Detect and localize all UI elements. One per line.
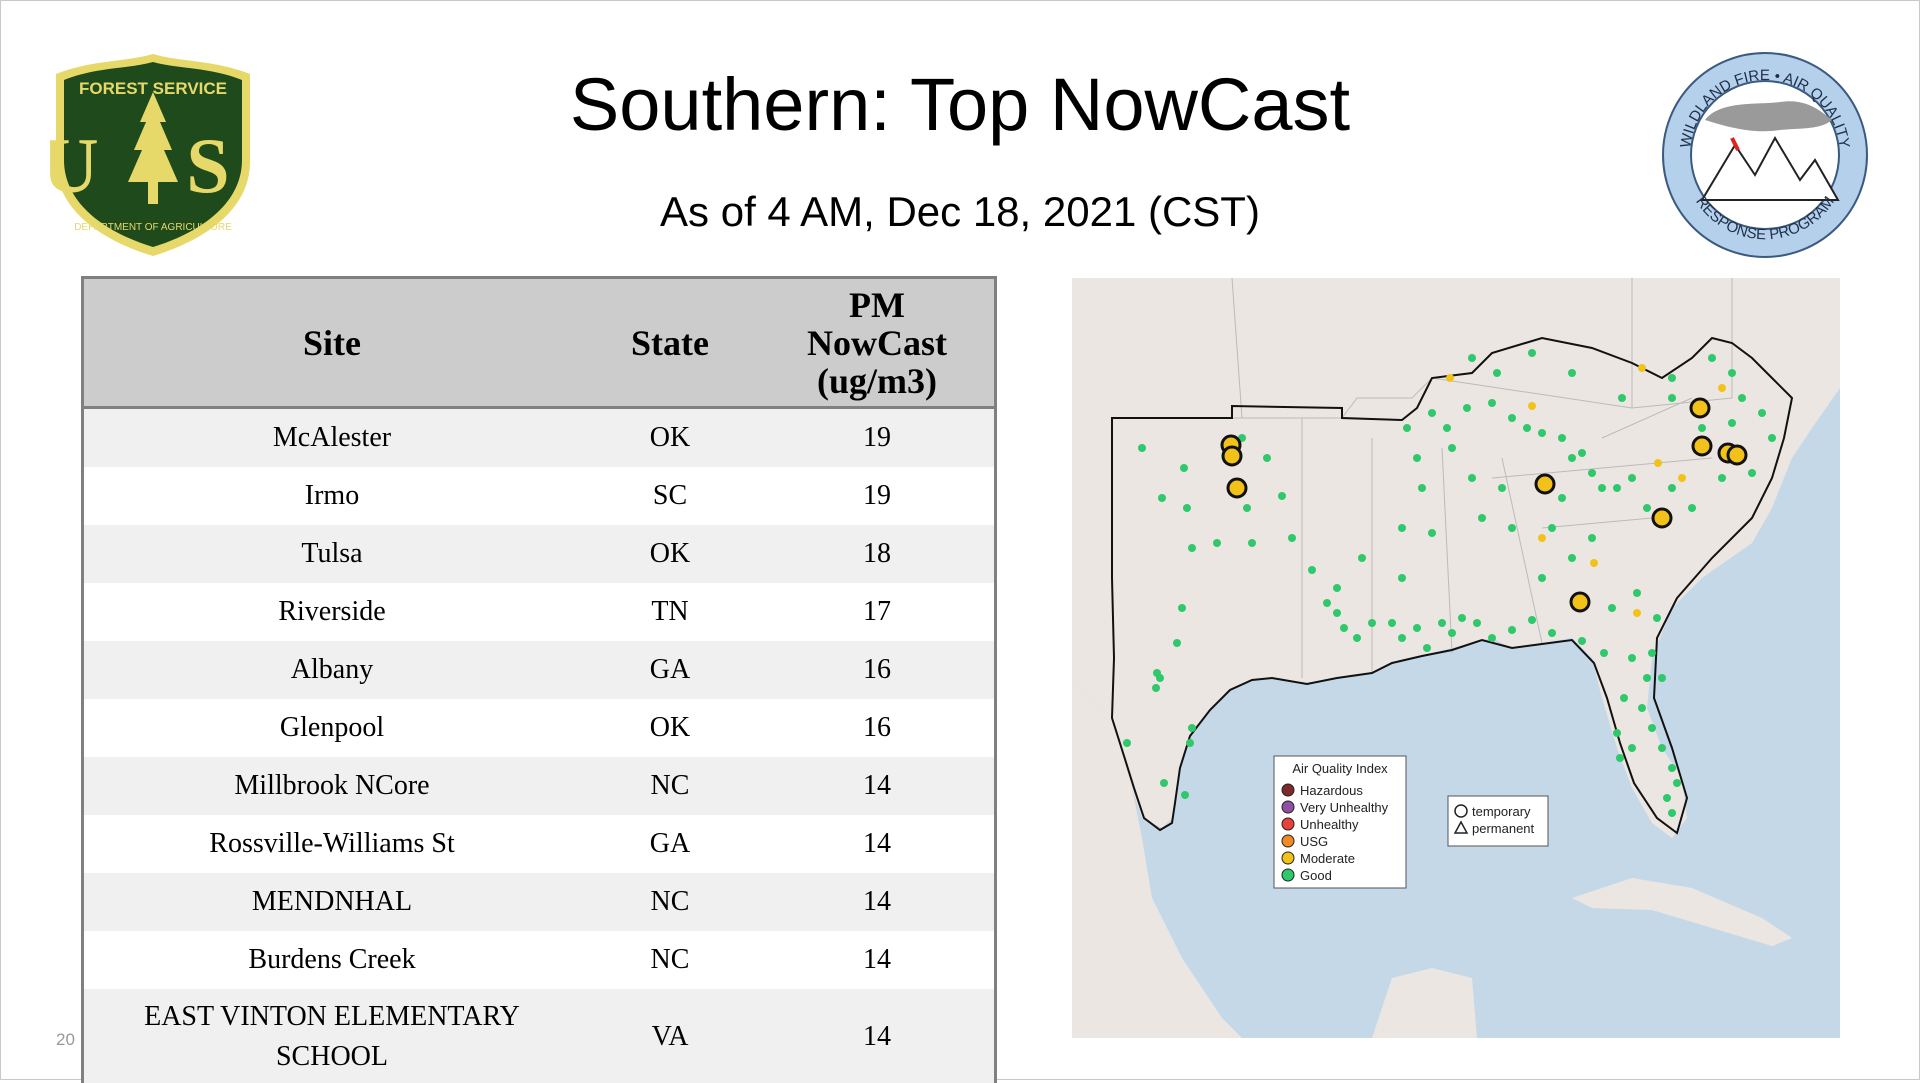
header-state: State	[580, 279, 760, 409]
table-row: Riverside TN 17	[84, 583, 994, 641]
wildland-fire-logo: WILDLAND FIRE • AIR QUALITY RESPONSE PRO…	[1662, 52, 1868, 258]
table-row: McAlester OK 19	[84, 407, 994, 467]
table-row: Albany GA 16	[84, 641, 994, 699]
cell-site: Glenpool	[84, 699, 580, 757]
table-row: Glenpool OK 16	[84, 699, 994, 757]
logo-left-letters: U S	[50, 122, 256, 209]
legend-moderate: Moderate	[1300, 851, 1355, 866]
table-row: MENDNHAL NC 14	[84, 873, 994, 931]
cell-state: OK	[580, 699, 760, 757]
cell-state: TN	[580, 583, 760, 641]
nowcast-table-container: Site State PM NowCast (ug/m3) McAlester …	[81, 276, 997, 1083]
cell-state: NC	[580, 757, 760, 815]
cell-state: GA	[580, 641, 760, 699]
slide-number: 20	[56, 1030, 75, 1049]
cell-site: Albany	[84, 641, 580, 699]
cell-state: NC	[580, 873, 760, 931]
cell-pm: 14	[760, 873, 994, 931]
cell-pm: 18	[760, 525, 994, 583]
cell-site: Rossville-Williams St	[84, 815, 580, 873]
logo-left-top-text: FOREST SERVICE	[79, 79, 227, 98]
cell-pm: 14	[760, 989, 994, 1083]
legend-permanent: permanent	[1472, 821, 1535, 836]
triangle-shape-icon	[1453, 820, 1469, 834]
map-land-yucatan	[1372, 968, 1477, 1038]
cell-site: Tulsa	[84, 525, 580, 583]
cell-site: Millbrook NCore	[84, 757, 580, 815]
legend-very-unhealthy: Very Unhealthy	[1300, 800, 1389, 815]
table-row: Burdens Creek NC 14	[84, 931, 994, 989]
legend-hazardous: Hazardous	[1300, 783, 1363, 798]
map-moderate-sites	[1446, 364, 1726, 617]
cell-state: SC	[580, 467, 760, 525]
cell-site: McAlester	[84, 407, 580, 467]
cell-site-line1: EAST VINTON ELEMENTARY	[144, 1000, 520, 1032]
logo-left-bottom-text: DEPARTMENT OF AGRICULTURE	[74, 222, 232, 233]
header-pm-line1: PM	[849, 284, 905, 325]
cell-pm: 14	[760, 931, 994, 989]
table-row: EAST VINTON ELEMENTARY SCHOOL VA 14	[84, 989, 994, 1083]
legend-usg: USG	[1300, 834, 1328, 849]
table-row: Rossville-Williams St GA 14	[84, 815, 994, 873]
table-header-row: Site State PM NowCast (ug/m3)	[84, 279, 994, 409]
shape-legend: temporary permanent	[1447, 795, 1549, 847]
cell-site: Irmo	[84, 467, 580, 525]
header-pm-nowcast: PM NowCast (ug/m3)	[760, 279, 994, 409]
cell-state: GA	[580, 815, 760, 873]
map-state-lines	[1112, 278, 1733, 678]
header-pm-line3: (ug/m3)	[817, 360, 937, 401]
page-subtitle: As of 4 AM, Dec 18, 2021 (CST)	[660, 188, 1260, 235]
cell-pm: 17	[760, 583, 994, 641]
cell-pm: 16	[760, 699, 994, 757]
map-land-mexico	[1072, 678, 1242, 1038]
cell-site: EAST VINTON ELEMENTARY SCHOOL	[84, 989, 580, 1083]
table-row: Irmo SC 19	[84, 467, 994, 525]
cell-site: MENDNHAL	[84, 873, 580, 931]
map-land-cuba	[1572, 878, 1792, 946]
cell-state: VA	[580, 989, 760, 1083]
legend-temporary: temporary	[1472, 804, 1531, 819]
cell-site-line2: SCHOOL	[275, 1040, 388, 1072]
cell-pm: 14	[760, 815, 994, 873]
legend-unhealthy: Unhealthy	[1300, 817, 1359, 832]
cell-pm: 14	[760, 757, 994, 815]
legend-good: Good	[1300, 868, 1332, 883]
table-row: Millbrook NCore NC 14	[84, 757, 994, 815]
legend-title: Air Quality Index	[1292, 761, 1388, 776]
header-pm-line2: NowCast	[807, 322, 947, 363]
header-site: Site	[84, 279, 580, 409]
map-top-sites	[1220, 397, 1748, 613]
aqi-map: Air Quality Index Hazardous Very Unhealt…	[1072, 278, 1840, 1038]
map-good-sites	[1123, 349, 1776, 817]
table-row: Tulsa OK 18	[84, 525, 994, 583]
cell-pm: 16	[760, 641, 994, 699]
cell-state: NC	[580, 931, 760, 989]
forest-service-logo: U S FOREST SERVICE DEPARTMENT OF AGRICUL…	[50, 54, 256, 256]
cell-state: OK	[580, 525, 760, 583]
aqi-legend: Air Quality Index Hazardous Very Unhealt…	[1273, 755, 1407, 889]
circle-shape-icon	[1454, 804, 1468, 818]
nowcast-table: Site State PM NowCast (ug/m3) McAlester …	[84, 279, 994, 1083]
cell-pm: 19	[760, 407, 994, 467]
cell-state: OK	[580, 407, 760, 467]
page-title: Southern: Top NowCast	[569, 63, 1351, 146]
cell-site: Burdens Creek	[84, 931, 580, 989]
cell-site: Riverside	[84, 583, 580, 641]
map-region-boundary	[1110, 336, 1794, 835]
cell-pm: 19	[760, 467, 994, 525]
